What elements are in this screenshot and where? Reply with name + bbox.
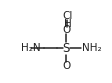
Text: H: H <box>64 19 72 29</box>
Text: NH₂: NH₂ <box>82 43 101 53</box>
Text: S: S <box>62 42 70 55</box>
Text: O: O <box>62 61 70 71</box>
Text: O: O <box>62 25 70 35</box>
Text: H₂N: H₂N <box>21 43 41 53</box>
Text: Cl: Cl <box>63 11 73 21</box>
